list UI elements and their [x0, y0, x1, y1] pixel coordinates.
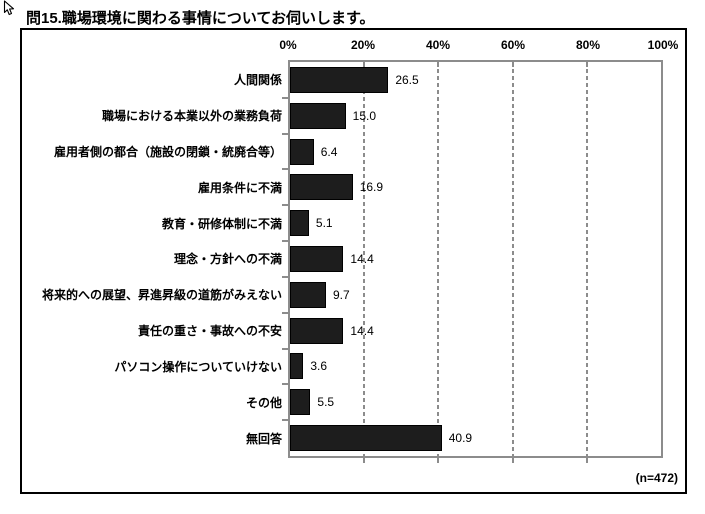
- x-axis-tick-label: 40%: [425, 38, 451, 52]
- category-axis-tick: [282, 96, 288, 99]
- category-label: 将来的への展望、昇進昇級の道筋がみえない: [41, 288, 282, 303]
- category-axis-tick: [282, 311, 288, 314]
- category-axis-tick: [282, 168, 288, 171]
- category-axis-tick: [282, 347, 288, 350]
- bar: [290, 425, 442, 452]
- bar-value-label: 16.9: [359, 180, 384, 195]
- mouse-cursor-icon: [3, 0, 15, 16]
- sample-size-label: (n=472): [635, 471, 678, 485]
- bar: [290, 317, 344, 344]
- value-axis-tick: [363, 458, 365, 463]
- category-label: 無回答: [245, 431, 282, 446]
- bar: [290, 138, 314, 165]
- category-axis-tick: [282, 132, 288, 135]
- x-axis-tick-label: 100%: [647, 38, 679, 52]
- category-label: 責任の重さ・事故への不安: [137, 324, 282, 339]
- x-axis-tick-label: 80%: [575, 38, 601, 52]
- value-axis-tick: [512, 458, 514, 463]
- bar: [290, 102, 346, 129]
- bar-value-label: 14.4: [350, 323, 374, 338]
- value-axis-tick: [437, 62, 440, 67]
- category-label: 職場における本業以外の業務負荷: [101, 109, 282, 124]
- category-axis-tick: [282, 419, 288, 422]
- bar: [290, 389, 311, 416]
- bar: [290, 281, 326, 308]
- category-label: パソコン操作についていけない: [114, 359, 282, 374]
- gridline: [437, 62, 440, 456]
- bar: [290, 245, 344, 272]
- category-axis-tick: [282, 240, 288, 243]
- bar-value-label: 26.5: [395, 72, 419, 87]
- value-axis-tick: [585, 62, 588, 67]
- bar-value-label: 14.4: [350, 251, 374, 266]
- bar-value-label: 40.9: [448, 431, 473, 446]
- chart-title: 問15.職場環境に関わる事情についてお伺いします。: [26, 10, 375, 27]
- category-label: その他: [245, 395, 282, 410]
- category-label: 人間関係: [233, 73, 282, 88]
- category-axis-tick: [282, 383, 288, 386]
- bar-value-label: 5.5: [317, 395, 335, 410]
- category-label: 雇用者側の都合（施設の閉鎖・統廃合等）: [53, 145, 282, 160]
- x-axis-tick-label: 20%: [350, 38, 376, 52]
- bar-value-label: 5.1: [315, 216, 333, 231]
- value-axis-tick: [586, 458, 588, 463]
- bar-value-label: 15.0: [352, 108, 376, 123]
- gridline: [511, 62, 514, 456]
- bar: [290, 66, 389, 93]
- value-axis-tick: [363, 62, 366, 67]
- category-axis-tick: [282, 204, 288, 207]
- value-axis-tick: [437, 458, 439, 463]
- x-axis-tick-label: 0%: [279, 38, 297, 52]
- category-axis: 人間関係職場における本業以外の業務負荷雇用者側の都合（施設の閉鎖・統廃合等） 雇用…: [26, 62, 282, 456]
- bar: [290, 210, 309, 237]
- category-label: 教育・研修体制に不満: [161, 216, 282, 231]
- x-axis-tick-label: 60%: [500, 38, 526, 52]
- gridline: [585, 62, 588, 456]
- bar-value-label: 9.7: [332, 287, 350, 302]
- bar: [290, 353, 304, 380]
- bar: [290, 174, 353, 201]
- category-label: 理念・方針への不満: [173, 252, 282, 267]
- gridline: [363, 62, 366, 456]
- category-label: 雇用条件に不満: [197, 180, 282, 195]
- plot-area: 26.5 15.0 6.4 16.9 5.1 14.4 9.7 14.4 3.6 5.5 40.9: [288, 60, 663, 458]
- bar-value-label: 3.6: [310, 359, 328, 374]
- category-axis-tick: [282, 275, 288, 278]
- bar-value-label: 6.4: [320, 144, 338, 159]
- value-axis-tick: [511, 62, 514, 67]
